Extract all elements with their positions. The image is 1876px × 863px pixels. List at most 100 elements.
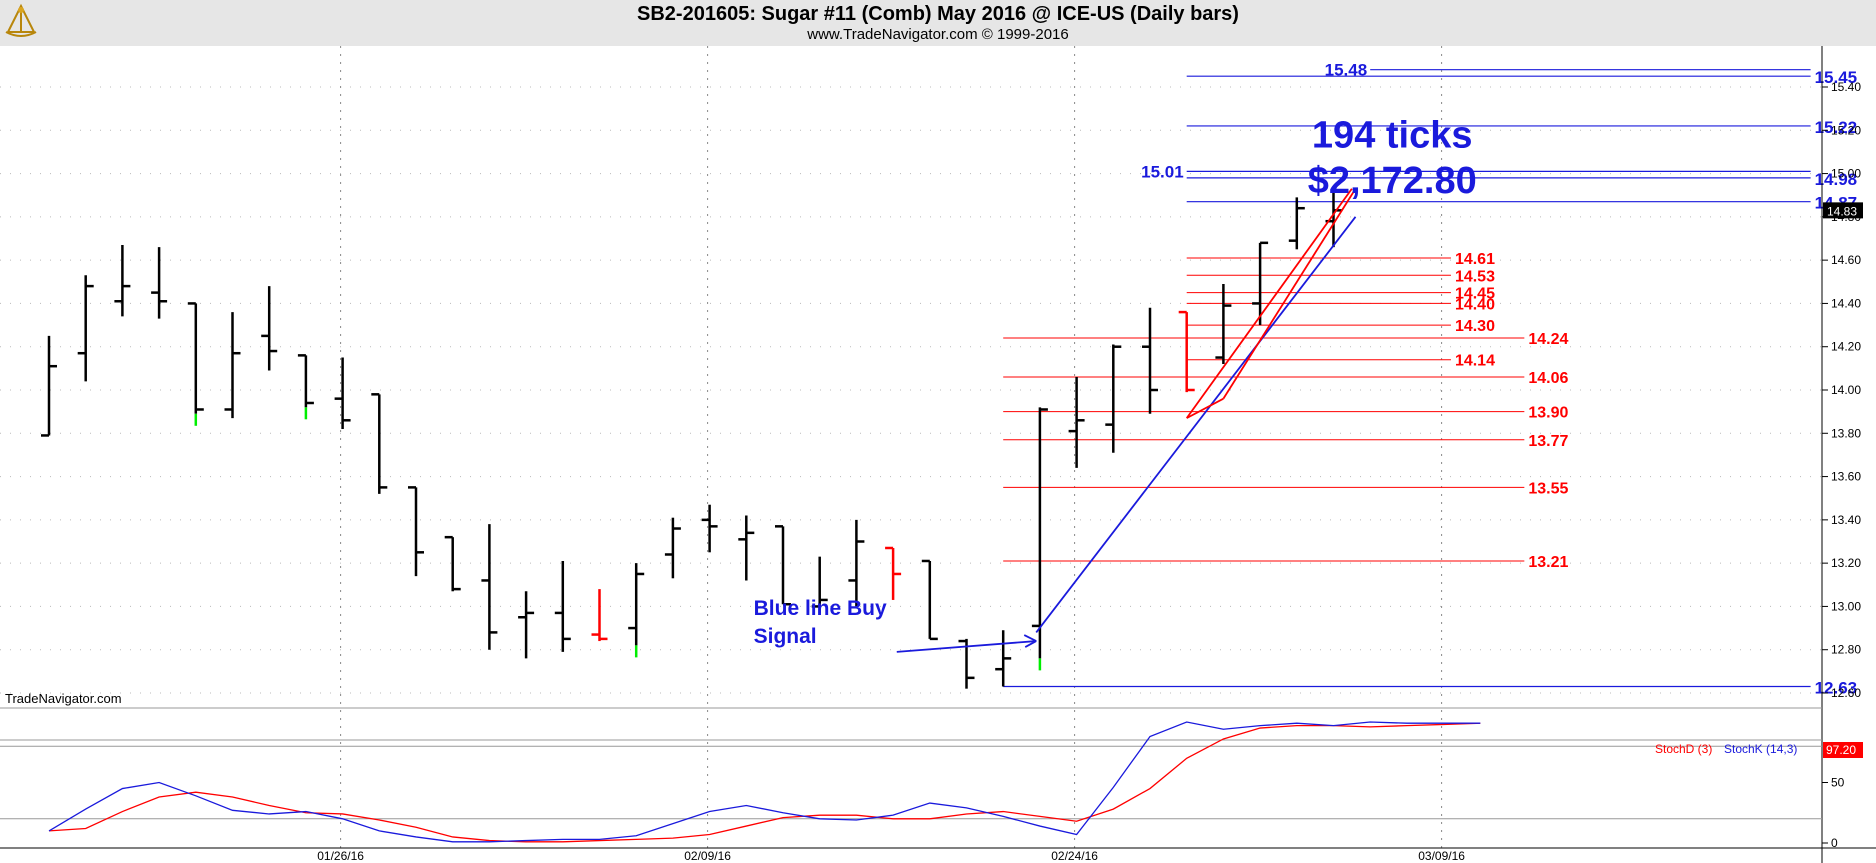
price-tick-label: 15.20: [1831, 123, 1861, 137]
price-tick-label: 14.00: [1831, 383, 1861, 397]
ohlc-bar: [885, 546, 902, 600]
signal-annotation: Blue line Buy: [754, 597, 887, 620]
date-tick-label: 02/09/16: [684, 849, 731, 863]
signal-arrow: [896, 640, 1037, 653]
signal-annotation: Signal: [754, 625, 817, 648]
ohlc-bar: [187, 302, 204, 426]
profit-annotation: $2,172.80: [1308, 160, 1477, 202]
sextant-logo-icon: [5, 3, 37, 37]
price-bars: [41, 190, 1342, 689]
arrow-head-icon: [1023, 634, 1037, 648]
price-tick-label: 14.40: [1831, 296, 1861, 310]
blue-level-label: 15.22: [1815, 118, 1858, 137]
ohlc-bar: [224, 312, 241, 419]
red-level-label: 14.40: [1455, 296, 1495, 313]
red-level-label: 13.55: [1528, 480, 1568, 497]
price-tick-label: 14.60: [1831, 253, 1861, 267]
ohlc-bar: [518, 591, 535, 659]
red-level-label: 13.21: [1528, 554, 1568, 571]
red-level-label: 14.30: [1455, 318, 1495, 335]
ohlc-bar: [995, 630, 1012, 687]
date-tick-label: 03/09/16: [1418, 849, 1465, 863]
ohlc-bar: [151, 247, 168, 319]
ohlc-bar: [628, 563, 645, 658]
trend-lines: [896, 188, 1357, 653]
red-level-label: 14.45: [1455, 286, 1495, 303]
stochk-line: [48, 721, 1481, 843]
chart-title: SB2-201605: Sugar #11 (Comb) May 2016 @ …: [637, 3, 1239, 25]
ohlc-bar: [297, 354, 314, 420]
price-tick-label: 13.80: [1831, 426, 1861, 440]
price-tick-label: 12.80: [1831, 643, 1861, 657]
red-level-label: 13.77: [1528, 433, 1568, 450]
red-level-label: 14.61: [1455, 251, 1495, 268]
ohlc-bar: [921, 559, 938, 641]
ohlc-bar: [1215, 283, 1232, 365]
red-level-label: 13.90: [1528, 405, 1568, 422]
ohlc-bar: [554, 560, 571, 652]
red-channel-line: [1185, 188, 1353, 419]
ohlc-bar: [371, 393, 388, 494]
watermark: TradeNavigator.com: [5, 691, 122, 706]
red-channel-line: [1186, 397, 1224, 419]
stoch-readout: 97.20: [1826, 743, 1856, 757]
blue-level-label: 14.98: [1815, 170, 1858, 189]
stoch-tick-label: 0: [1831, 836, 1838, 850]
ohlc-bar: [1288, 197, 1305, 250]
price-axis: 12.60 12.80 13.00 13.20 13.40 13.60 13.80 14.00…: [0, 46, 1876, 863]
price-tick-label: 15.40: [1831, 80, 1861, 94]
ohlc-bar: [811, 556, 828, 613]
price-tick-label: 15.00: [1831, 167, 1861, 181]
profit-annotation: 194 ticks: [1312, 115, 1473, 157]
ohlc-bar: [1178, 310, 1195, 393]
fib-levels: [1003, 69, 1811, 688]
ohlc-bar: [444, 535, 461, 592]
red-level-label: 14.14: [1455, 353, 1495, 370]
ohlc-bar: [114, 244, 131, 317]
blue-level-label: 15.45: [1815, 68, 1858, 87]
ohlc-bar: [738, 515, 755, 581]
ohlc-bar: [41, 335, 57, 437]
stochk-legend: StochK (14,3): [1724, 742, 1797, 756]
price-tick-label: 13.40: [1831, 513, 1861, 527]
ohlc-bar: [591, 589, 608, 642]
price-tick-label: 14.20: [1831, 340, 1861, 354]
ohlc-bar: [701, 504, 718, 553]
ohlc-bar: [775, 525, 791, 606]
stoch-tick-label: 50: [1831, 776, 1845, 790]
ohlc-bar: [1031, 407, 1048, 671]
date-tick-label: 01/26/16: [317, 849, 364, 863]
ohlc-bar: [334, 357, 351, 429]
level-labels: 15.4815.4515.2215.0114.9814.8712.6314.61…: [754, 61, 1858, 698]
price-tick-label: 13.00: [1831, 599, 1861, 613]
chart-subtitle: www.TradeNavigator.com © 1999-2016: [807, 26, 1069, 43]
ohlc-bar: [261, 286, 278, 371]
red-channel-line: [1222, 188, 1357, 400]
ohlc-bar: [1142, 307, 1158, 414]
ohlc-bar: [408, 486, 424, 577]
chart-header: [0, 0, 1876, 46]
stochd-legend: StochD (3): [1655, 742, 1712, 756]
last-price-label: 14.83: [1827, 204, 1857, 218]
ohlc-bar: [77, 275, 94, 382]
red-level-label: 14.53: [1455, 268, 1495, 285]
red-level-label: 14.06: [1528, 370, 1568, 387]
price-tick-label: 12.60: [1831, 686, 1861, 700]
date-tick-label: 02/24/16: [1051, 849, 1098, 863]
price-tick-label: 13.60: [1831, 470, 1861, 484]
blue-trend-line: [1035, 216, 1357, 633]
ohlc-bar: [848, 519, 865, 607]
ohlc-bar: [481, 524, 498, 650]
red-level-label: 14.24: [1528, 331, 1568, 348]
stochastic-panel: 0 50 StochD (3) StochK (14,3) 97.20: [0, 721, 1863, 850]
stoch-readout-box: [1823, 742, 1863, 758]
ohlc-bar: [1068, 377, 1085, 468]
grid: [0, 46, 1822, 848]
ohlc-bar: [664, 517, 681, 579]
ohlc-bar: [1105, 344, 1122, 453]
ohlc-bar: [1252, 241, 1269, 326]
blue-level-label: 15.01: [1141, 162, 1184, 181]
stochd-line: [48, 722, 1481, 843]
blue-level-label: 15.48: [1325, 61, 1368, 80]
